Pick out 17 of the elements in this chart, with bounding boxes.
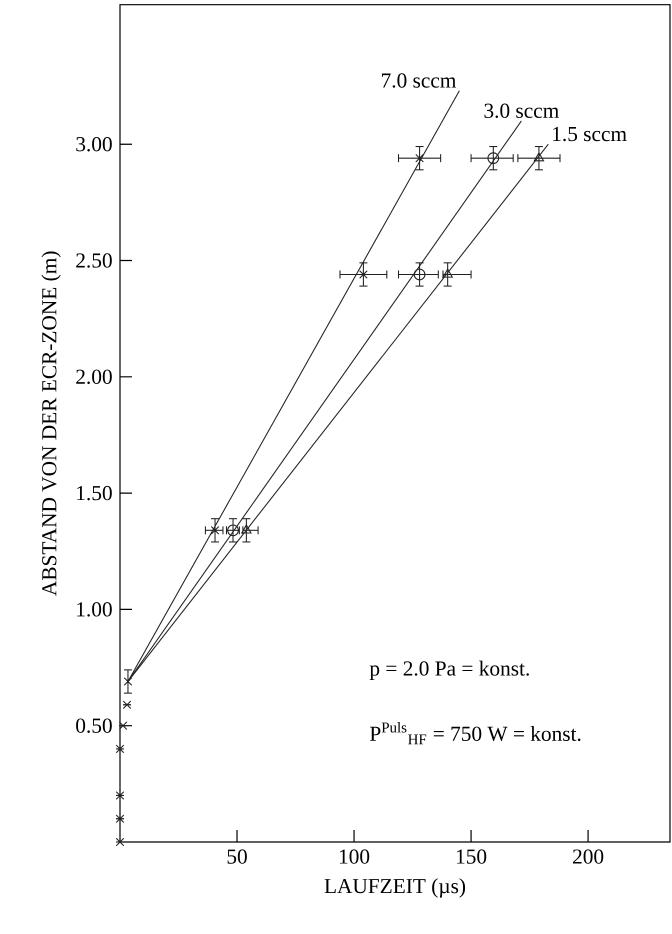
x-tick-label: 50 [228, 849, 247, 864]
annotation: p = 2.0 Pa = konst. [370, 660, 529, 680]
series-label: 1.5 sccm [553, 126, 627, 142]
y-axis-title: ABSTAND VON DER ECR-ZONE (m) [41, 252, 61, 596]
series-label: 7.0 sccm [382, 73, 456, 88]
y-tick-label: 0.50 [76, 718, 112, 733]
y-tick-label: 1.50 [77, 486, 112, 500]
y-tick-label: 2.50 [76, 253, 112, 268]
x-axis-title: LAUFZEIT (µs) [324, 878, 466, 898]
series-label: 3.0 sccm [484, 104, 559, 118]
x-tick-label: 150 [456, 849, 486, 864]
x-tick-label: 100 [340, 849, 370, 864]
y-tick-label: 1.00 [77, 602, 112, 617]
y-tick-label: 2.00 [76, 370, 112, 384]
x-tick-label: 200 [573, 849, 604, 864]
annotation: P$^{Puls}$$_{HF}$ = 750 W = konst. [370, 722, 580, 744]
y-tick-label: 3.00 [76, 136, 112, 152]
